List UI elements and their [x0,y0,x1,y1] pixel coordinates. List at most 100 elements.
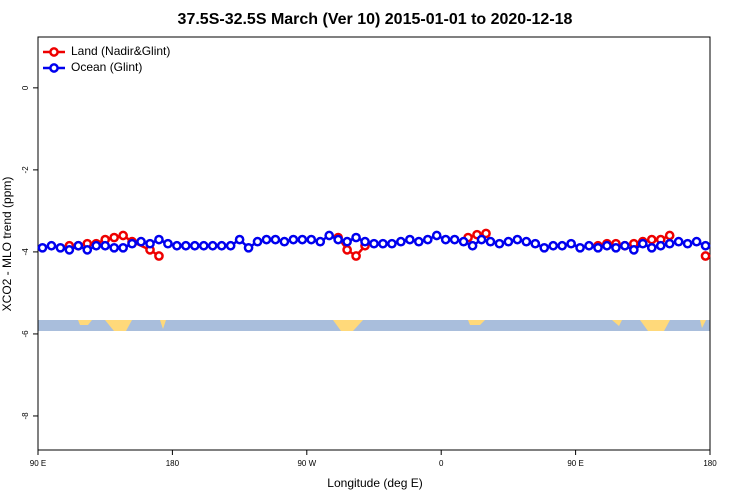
point [467,240,478,251]
point [136,236,146,247]
point [628,245,639,255]
x-axis-label: Longitude (deg E) [327,476,422,490]
point [145,238,155,249]
plot-frame [37,36,711,451]
point [485,236,496,247]
y-tick-label: 0 [21,85,30,90]
legend-label: Land (Nadir&Glint) [71,44,170,58]
point [252,236,263,247]
legend-marker [49,47,59,57]
point [342,245,352,255]
point [154,251,164,261]
point [404,234,415,245]
point [127,238,137,249]
point [279,236,290,247]
point [55,242,66,253]
point [64,245,75,255]
x-tick-label: 180 [166,459,180,468]
x-tick-label: 90 E [567,459,583,468]
point [243,242,254,253]
point [82,245,93,255]
point [646,234,657,245]
x-tick-label: 180 [703,459,717,468]
point [512,234,523,245]
point [655,240,666,251]
y-tick-label: -2 [21,166,30,174]
point [575,242,585,253]
point [673,236,684,247]
point [351,232,361,243]
point [324,230,335,241]
legend: Land (Nadir&Glint) Ocean (Glint) [43,44,170,74]
point [189,240,200,251]
point [288,234,299,245]
point [700,251,711,261]
point [163,238,173,249]
map-strip [38,320,710,331]
point [73,240,84,251]
point [297,234,308,245]
point [109,232,120,243]
point [593,242,603,253]
point [333,234,344,245]
point [100,240,111,251]
legend-marker [49,63,59,73]
point [700,240,711,251]
point [440,234,451,245]
point [118,242,128,253]
point [521,236,532,247]
x-tick-label: 0 [439,459,444,468]
point [360,236,370,247]
point [503,236,514,247]
point [91,240,102,251]
point [539,242,550,253]
point [216,240,227,251]
point [180,240,191,251]
point [691,236,702,247]
point [306,234,317,245]
point [225,240,236,251]
legend-label: Ocean (Glint) [71,60,142,74]
point [261,234,272,245]
y-tick-label: -8 [21,412,30,420]
point [449,234,460,245]
y-tick-label: -4 [21,248,30,256]
point [37,242,48,253]
point [109,242,120,253]
point [664,238,675,249]
point [46,240,57,251]
point [584,240,594,251]
x-tick-label: 90 E [30,459,46,468]
point [396,236,406,247]
y-tick-label: -6 [21,330,30,338]
point [234,234,245,245]
point [369,238,379,249]
point [646,242,657,253]
point [602,240,612,251]
chart-title: 37.5S-32.5S March (Ver 10) 2015-01-01 to… [178,11,573,28]
point [198,240,209,251]
point [494,238,505,249]
x-tick-label: 90 W [297,459,316,468]
point [431,230,442,241]
point [548,240,559,251]
point [378,238,388,249]
point [530,238,541,249]
point [682,238,693,249]
point [620,240,630,251]
y-axis-label: XCO2 - MLO trend (ppm) [0,177,14,312]
point [611,242,621,253]
point [413,236,424,247]
point [481,228,491,239]
point [172,240,182,251]
point [118,230,128,241]
point [342,236,352,247]
point [458,236,469,247]
point [154,234,164,245]
point [315,236,326,247]
point [637,238,648,249]
point [476,234,487,245]
point [664,230,675,241]
point [351,251,361,261]
